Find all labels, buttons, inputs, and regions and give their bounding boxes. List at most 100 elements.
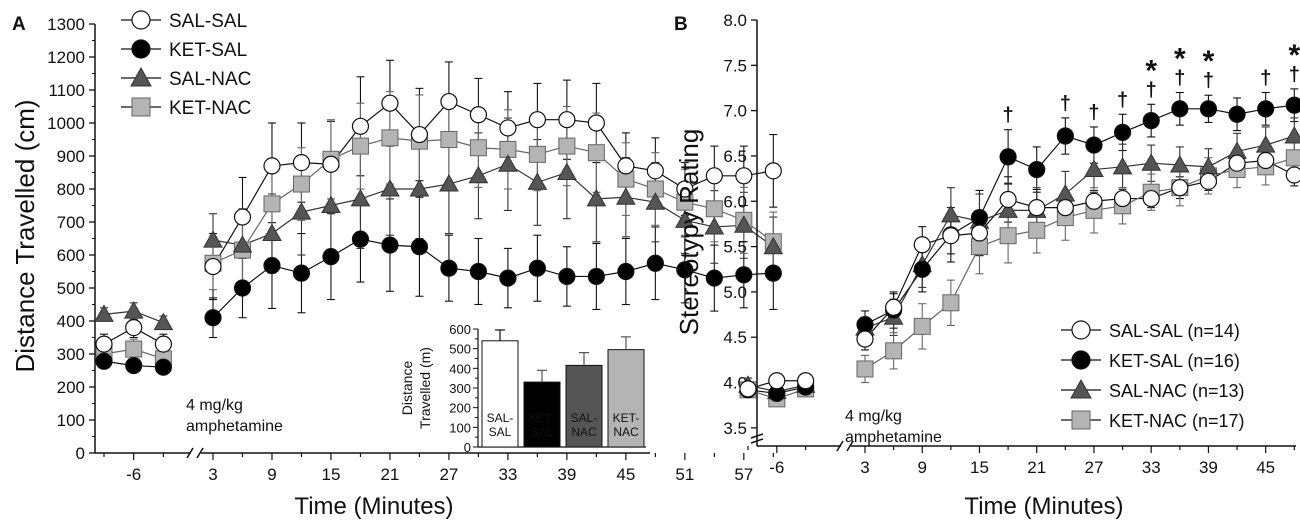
data-point (1285, 96, 1300, 114)
y-tick-label: 5.0 (723, 283, 747, 302)
x-tick-label: 27 (439, 465, 458, 484)
legend-label: KET-SAL (n=16) (1109, 351, 1240, 371)
legend-label: KET-NAC (n=17) (1109, 411, 1245, 431)
x-tick-label: 39 (557, 465, 576, 484)
data-point (1084, 159, 1104, 178)
data-point (233, 208, 252, 226)
data-point (1028, 199, 1046, 217)
data-point (499, 269, 517, 287)
x-tick-label: 3 (860, 458, 869, 477)
y-tick-label: 1300 (47, 15, 85, 34)
y-tick-label: 800 (57, 180, 85, 199)
data-point (739, 380, 757, 398)
y-tick-label: 100 (57, 411, 85, 430)
panel-a-axes: 0100200300400500600700800900100011001200… (47, 15, 774, 484)
panel-b-axes: 3.54.04.55.05.56.06.57.07.58.0-6 3 9 15 21 27… (723, 11, 1296, 477)
y-axis-break-mark (750, 438, 764, 444)
legend-label: SAL-SAL (n=14) (1109, 321, 1240, 341)
asterisk-mark: * (1145, 54, 1157, 87)
data-point (856, 330, 874, 348)
markers-sal-nac (94, 154, 784, 331)
data-point (1085, 192, 1103, 210)
data-point (263, 157, 281, 175)
data-point (528, 259, 546, 277)
inset-y-tick-label: 100 (449, 420, 471, 435)
x-tick-label: -6 (126, 465, 141, 484)
data-point (469, 139, 487, 157)
data-point (1056, 127, 1074, 145)
data-point (999, 148, 1017, 166)
x-tick-label: 57 (734, 465, 753, 484)
data-point (704, 216, 725, 235)
data-point (322, 155, 340, 173)
data-point (913, 317, 931, 335)
legend-marker (1071, 350, 1091, 370)
data-point (499, 119, 517, 137)
data-point (763, 236, 784, 255)
data-point (764, 264, 782, 282)
markers-sal-sal (739, 151, 1300, 398)
data-point (292, 175, 310, 193)
data-point (380, 178, 400, 197)
legend-label: KET-SAL (169, 40, 247, 61)
data-point (409, 178, 430, 197)
data-point (1169, 155, 1190, 173)
data-point (321, 195, 341, 213)
inset-bar (565, 364, 603, 448)
inset-bar-label: SAL (531, 425, 554, 439)
x-tick-label: 33 (498, 465, 517, 484)
inset-bar-label: KET- (613, 411, 640, 425)
data-point (203, 230, 223, 248)
data-point (1055, 184, 1076, 202)
data-point (1257, 151, 1275, 170)
legend-label: SAL-NAC (n=13) (1109, 381, 1245, 401)
data-point (586, 188, 607, 207)
y-tick-label: 7.0 (723, 102, 747, 121)
data-point (291, 202, 312, 220)
panel-a: A Distance Travelled (cm) Time (Minutes)… (10, 10, 784, 520)
dagger-mark: † (1003, 105, 1014, 127)
x-axis-break-mark (846, 440, 854, 452)
data-point (970, 224, 989, 242)
data-point (527, 172, 548, 190)
inset-bar (481, 340, 519, 448)
data-point (998, 200, 1018, 218)
legend-marker (131, 39, 151, 59)
series-line (864, 154, 1300, 370)
data-point (558, 111, 576, 129)
data-point (856, 360, 874, 378)
data-point (646, 254, 664, 272)
legend-label: SAL-SAL (169, 11, 247, 32)
dagger-mark: † (1146, 79, 1157, 101)
inset-bar-label: NAC (613, 425, 639, 439)
panel-a-annotation-line2: amphetamine (186, 418, 283, 435)
data-point (292, 154, 311, 172)
data-point (528, 111, 546, 129)
dagger-mark: † (1174, 68, 1185, 90)
markers-sal-sal (95, 92, 782, 353)
panel-b: B Stereotypy Rating Time (Minutes) 4 mg/… (674, 11, 1300, 520)
data-point (528, 145, 546, 163)
data-point (999, 227, 1017, 245)
panel-a-plot (94, 59, 784, 376)
data-point (1142, 112, 1160, 130)
inset-bar-label: SAL (489, 425, 512, 439)
data-point (558, 137, 576, 155)
data-point (885, 342, 903, 360)
data-point (204, 309, 222, 327)
data-point (764, 162, 782, 180)
data-point (942, 227, 960, 245)
data-point (1112, 156, 1133, 175)
y-tick-label: 300 (57, 345, 85, 364)
data-point (1284, 125, 1300, 144)
dagger-mark: † (1060, 93, 1071, 115)
y-tick-label: 200 (57, 378, 85, 397)
data-point (768, 372, 786, 390)
legend-marker (130, 66, 152, 87)
data-point (1113, 123, 1132, 141)
data-point (796, 372, 815, 390)
x-tick-label: 21 (380, 465, 399, 484)
data-point (1028, 160, 1046, 179)
y-tick-label: 6.5 (723, 147, 747, 166)
